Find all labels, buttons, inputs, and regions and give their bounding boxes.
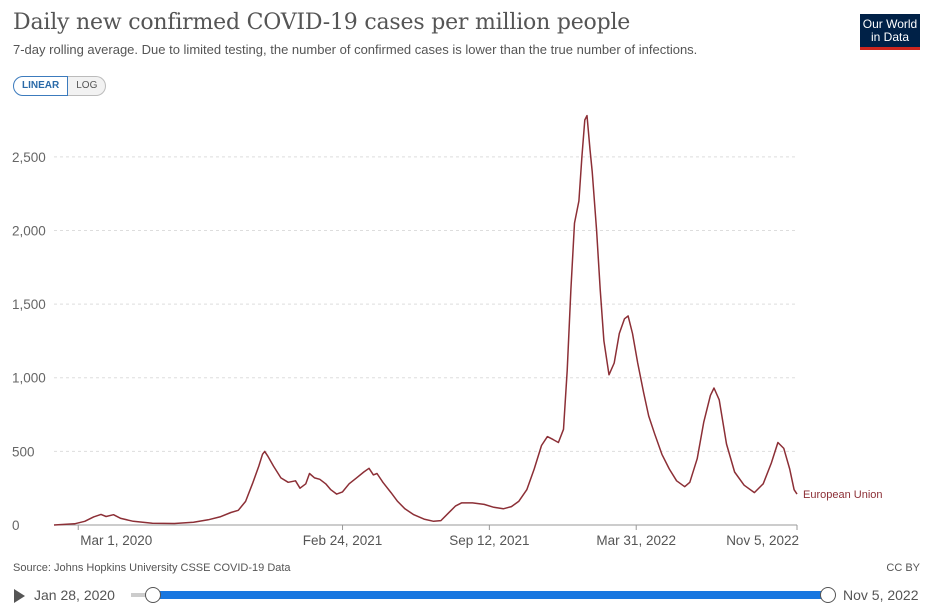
y-tick-label: 1,500 [12,297,46,312]
linear-scale-button[interactable]: LINEAR [13,76,69,96]
timeline-start-label: Jan 28, 2020 [34,587,115,603]
source-note: Source: Johns Hopkins University CSSE CO… [13,562,291,574]
scale-toggle: LINEAR LOG [13,76,107,96]
series-label: European Union [803,489,883,501]
timeline-start-handle[interactable] [145,587,161,603]
owid-logo[interactable]: Our World in Data [860,14,920,50]
x-tick-label: Feb 24, 2021 [303,533,383,548]
license-link[interactable]: CC BY [886,562,920,574]
log-scale-button[interactable]: LOG [68,76,107,96]
x-tick-label: Nov 5, 2022 [726,533,799,548]
timeline-end-handle[interactable] [820,587,836,603]
x-tick-label: Mar 1, 2020 [80,533,152,548]
logo-line-2: in Data [870,30,910,44]
timeline-end-label: Nov 5, 2022 [843,587,919,603]
timeline-range-fill[interactable] [153,591,828,599]
chart-subtitle: 7-day rolling average. Due to limited te… [13,42,698,57]
y-tick-label: 2,000 [12,223,46,238]
x-tick-label: Mar 31, 2022 [596,533,676,548]
y-tick-label: 2,500 [12,150,46,165]
y-tick-label: 1,000 [12,371,46,386]
play-icon[interactable] [14,589,25,603]
y-tick-label: 0 [12,518,20,533]
line-chart: 0 500 1,000 1,500 2,000 2,500 Mar 1, 2020 Feb 2… [12,114,883,548]
chart-title: Daily new confirmed COVID-19 cases per m… [13,10,631,35]
series-line [53,114,798,526]
timeline: Jan 28, 2020 Nov 5, 2022 [0,583,932,609]
y-tick-label: 500 [12,444,35,459]
logo-line-1: Our World [862,17,918,31]
x-tick-label: Sep 12, 2021 [449,533,529,548]
